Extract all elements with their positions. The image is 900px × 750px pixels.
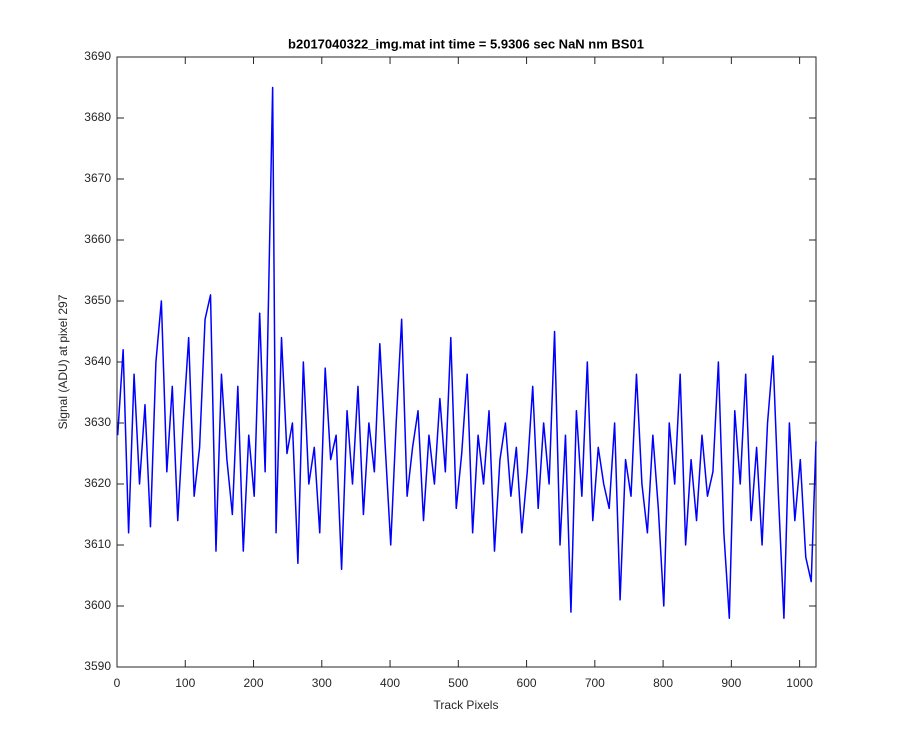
y-tick-label: 3600 [84, 598, 111, 612]
y-tick-label: 3590 [84, 659, 111, 673]
data-line [116, 86, 817, 619]
y-tick-label: 3610 [84, 537, 111, 551]
y-tick-label: 3620 [84, 476, 111, 490]
x-tick-label: 900 [721, 676, 741, 690]
y-tick-label: 3690 [84, 49, 111, 63]
x-tick-label: 800 [653, 676, 673, 690]
y-tick-label: 3680 [84, 110, 111, 124]
x-tick-label: 100 [175, 676, 195, 690]
x-tick-label: 400 [380, 676, 400, 690]
x-tick-label: 1000 [786, 676, 813, 690]
x-tick-label: 0 [114, 676, 121, 690]
y-tick-label: 3670 [84, 171, 111, 185]
chart-title: b2017040322_img.mat int time = 5.9306 se… [288, 36, 644, 51]
y-tick-label: 3660 [84, 232, 111, 246]
x-axis-label: Track Pixels [434, 698, 499, 712]
y-axis-label: Signal (ADU) at pixel 297 [56, 294, 70, 429]
y-tick-label: 3630 [84, 415, 111, 429]
y-tick-label: 3640 [84, 354, 111, 368]
x-tick-label: 600 [517, 676, 537, 690]
x-tick-label: 500 [448, 676, 468, 690]
y-tick-label: 3650 [84, 293, 111, 307]
x-tick-label: 200 [244, 676, 264, 690]
x-tick-label: 700 [585, 676, 605, 690]
x-tick-label: 300 [312, 676, 332, 690]
